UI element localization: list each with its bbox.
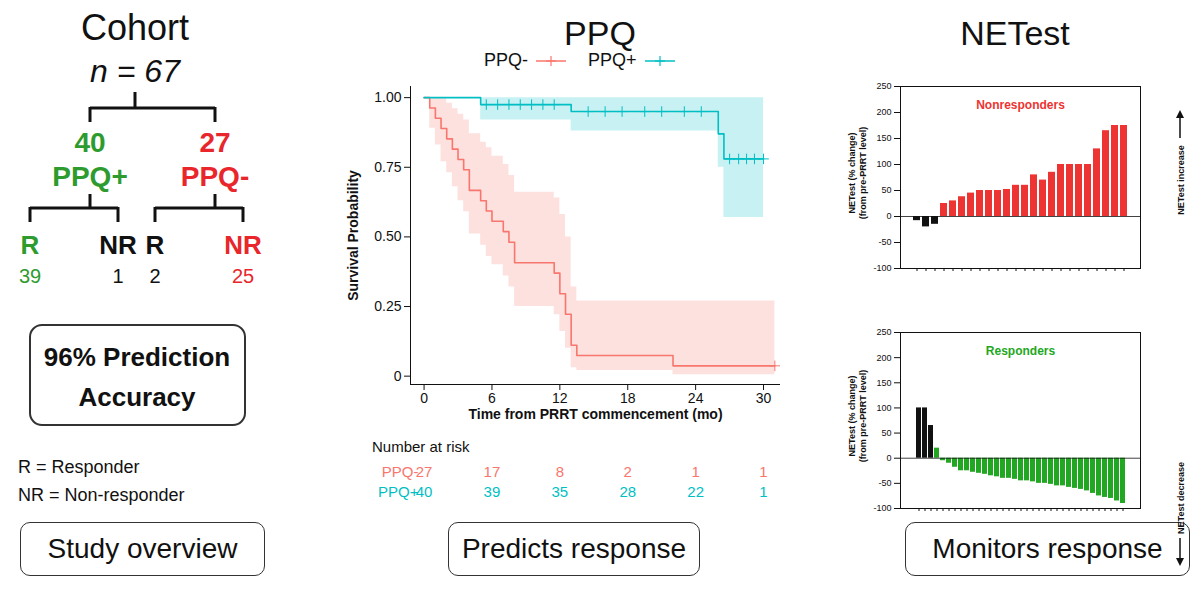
- svg-text:12: 12: [552, 390, 568, 406]
- svg-text:R = Responder: R = Responder: [18, 457, 140, 477]
- svg-text:250: 250: [876, 327, 891, 337]
- svg-text:Nonresponders: Nonresponders: [976, 98, 1065, 112]
- svg-text:2: 2: [624, 463, 632, 480]
- svg-text:1: 1: [759, 463, 767, 480]
- svg-text:35: 35: [552, 483, 569, 500]
- svg-text:PPQ+: PPQ+: [52, 161, 127, 192]
- html-text:(from pre-PRRT level): (from pre-PRRT level): [858, 369, 868, 463]
- svg-text:0.50: 0.50: [374, 228, 401, 244]
- svg-text:0: 0: [886, 453, 891, 463]
- html-text:NETest: NETest: [960, 14, 1070, 52]
- svg-text:150: 150: [876, 378, 891, 388]
- svg-text:0: 0: [420, 390, 428, 406]
- html-text:NETest (% change): NETest (% change): [847, 375, 857, 457]
- html-text:NETest (% change): NETest (% change): [847, 132, 857, 214]
- svg-text:NETest increase: NETest increase: [1176, 145, 1186, 214]
- svg-text:R: R: [21, 230, 40, 260]
- svg-text:n = 67: n = 67: [90, 53, 181, 89]
- svg-text:PPQ+: PPQ+: [378, 483, 419, 500]
- svg-text:250: 250: [876, 81, 891, 91]
- svg-text:Cohort: Cohort: [81, 7, 189, 48]
- svg-text:NR: NR: [99, 230, 137, 260]
- html-text:(from pre-PRRT level): (from pre-PRRT level): [858, 126, 868, 220]
- svg-text:200: 200: [876, 107, 891, 117]
- svg-text:NR = Non-responder: NR = Non-responder: [18, 485, 185, 505]
- svg-text:18: 18: [620, 390, 636, 406]
- svg-text:8: 8: [556, 463, 564, 480]
- svg-text:NR: NR: [224, 230, 262, 260]
- svg-text:-50: -50: [878, 237, 891, 247]
- svg-text:27: 27: [199, 127, 230, 158]
- svg-text:96% Prediction: 96% Prediction: [44, 342, 230, 372]
- svg-text:-100: -100: [873, 263, 891, 273]
- svg-text:50: 50: [881, 428, 891, 438]
- svg-text:6: 6: [488, 390, 496, 406]
- svg-text:1: 1: [691, 463, 699, 480]
- svg-text:-100: -100: [873, 503, 891, 513]
- svg-text:150: 150: [876, 133, 891, 143]
- html-text:PPQ-: PPQ-: [484, 50, 528, 70]
- svg-text:0.25: 0.25: [374, 298, 401, 314]
- svg-text:PPQ-: PPQ-: [181, 161, 249, 192]
- svg-text:1.00: 1.00: [374, 89, 401, 105]
- svg-text:39: 39: [19, 265, 41, 287]
- html-text:Predicts response: Predicts response: [461, 533, 686, 564]
- svg-text:-50: -50: [878, 478, 891, 488]
- svg-text:PPQ-: PPQ-: [382, 463, 419, 480]
- svg-text:2: 2: [149, 265, 160, 287]
- svg-text:39: 39: [484, 483, 501, 500]
- svg-text:Responders: Responders: [986, 344, 1056, 358]
- svg-text:0: 0: [394, 368, 402, 384]
- svg-text:0: 0: [886, 211, 891, 221]
- svg-text:50: 50: [881, 185, 891, 195]
- svg-text:1: 1: [112, 265, 123, 287]
- svg-text:NETest decrease: NETest decrease: [1176, 462, 1186, 534]
- html-text:PPQ: PPQ: [564, 14, 636, 52]
- html-text:PPQ+: PPQ+: [588, 50, 637, 70]
- svg-text:24: 24: [688, 390, 704, 406]
- svg-text:30: 30: [756, 390, 772, 406]
- svg-text:40: 40: [74, 127, 105, 158]
- svg-text:Time from PRRT commencement (m: Time from PRRT commencement (mo): [468, 406, 722, 422]
- html-text:Number at risk: Number at risk: [372, 438, 470, 455]
- svg-text:200: 200: [876, 353, 891, 363]
- svg-text:Survival Probability: Survival Probability: [345, 170, 361, 301]
- svg-text:Accuracy: Accuracy: [78, 382, 196, 412]
- svg-text:25: 25: [232, 265, 254, 287]
- svg-text:100: 100: [876, 159, 891, 169]
- svg-text:40: 40: [415, 483, 433, 501]
- html-text:Monitors response: Monitors response: [932, 533, 1163, 564]
- svg-text:17: 17: [484, 463, 501, 480]
- svg-text:22: 22: [687, 483, 704, 500]
- svg-text:R: R: [146, 230, 165, 260]
- svg-text:28: 28: [619, 483, 636, 500]
- svg-text:1: 1: [759, 483, 767, 500]
- svg-text:27: 27: [415, 463, 433, 481]
- svg-text:0.75: 0.75: [374, 159, 401, 175]
- svg-text:100: 100: [876, 403, 891, 413]
- html-text:Study overview: Study overview: [47, 533, 238, 564]
